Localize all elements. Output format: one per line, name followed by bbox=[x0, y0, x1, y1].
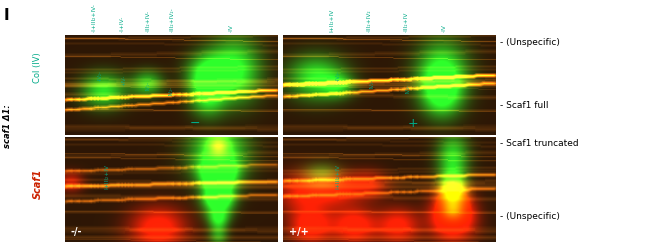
Text: -I+III₂+IV-: -I+III₂+IV- bbox=[92, 4, 97, 33]
Text: +/+: +/+ bbox=[289, 227, 309, 237]
Text: IV₂-: IV₂- bbox=[369, 79, 374, 88]
Text: +IV-: +IV- bbox=[121, 75, 126, 86]
Text: -III₂+IV: -III₂+IV bbox=[404, 12, 409, 33]
Text: - Scaf1 truncated: - Scaf1 truncated bbox=[500, 139, 579, 148]
Text: -IV: -IV bbox=[228, 25, 233, 33]
Text: I: I bbox=[3, 8, 9, 23]
Text: - (Unspecific): - (Unspecific) bbox=[500, 38, 560, 47]
Text: I+III₂+IV: I+III₂+IV bbox=[105, 164, 110, 189]
Text: -IV₂-: -IV₂- bbox=[98, 70, 103, 81]
Text: -I+IV-: -I+IV- bbox=[120, 16, 125, 33]
Text: - Scaf1 full: - Scaf1 full bbox=[500, 101, 549, 110]
Text: -IV₂-: -IV₂- bbox=[335, 70, 341, 81]
Text: Col (IV): Col (IV) bbox=[33, 53, 42, 83]
Text: −: − bbox=[190, 117, 200, 130]
Text: -III₂+IV₂: -III₂+IV₂ bbox=[367, 10, 372, 33]
Text: -III₂+IV-: -III₂+IV- bbox=[146, 10, 151, 33]
Text: IV₁-: IV₁- bbox=[146, 81, 151, 90]
Text: scaf1 Δ1:: scaf1 Δ1: bbox=[3, 104, 12, 148]
Text: -III₂+IV₂-: -III₂+IV₂- bbox=[170, 8, 175, 33]
Text: IV₂-: IV₂- bbox=[168, 86, 174, 95]
Text: - (Unspecific): - (Unspecific) bbox=[500, 212, 560, 221]
Text: I+II₂+IV: I+II₂+IV bbox=[329, 9, 334, 33]
Text: -/-: -/- bbox=[70, 227, 82, 237]
Text: Scaf1: Scaf1 bbox=[32, 169, 43, 199]
Text: -IV: -IV bbox=[441, 25, 447, 33]
Text: IV₂-: IV₂- bbox=[406, 84, 411, 93]
Text: I+III₂+IV: I+III₂+IV bbox=[335, 164, 341, 189]
Text: +: + bbox=[408, 117, 418, 130]
